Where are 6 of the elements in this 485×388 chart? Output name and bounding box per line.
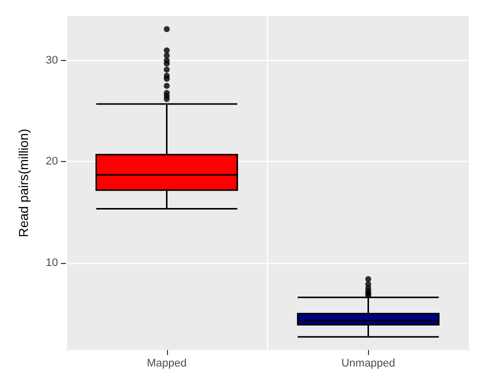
y-tick-label: 30 xyxy=(46,54,58,67)
y-tick-label: 10 xyxy=(46,256,58,269)
y-tick-label: 20 xyxy=(46,156,58,168)
x-tick-label: Mapped xyxy=(146,358,187,370)
x-tick-label: Unmapped xyxy=(341,358,396,370)
y-axis-title: Read pairs(million) xyxy=(16,128,31,238)
